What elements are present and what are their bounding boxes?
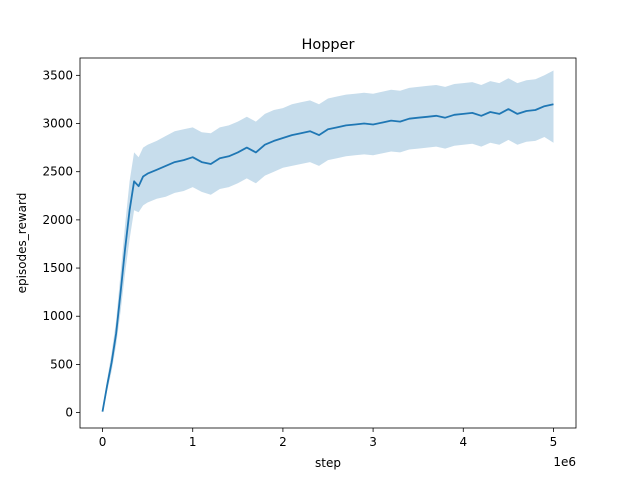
chart-title: Hopper [301, 37, 354, 53]
y-tick-label: 1500 [42, 261, 73, 275]
y-tick-label: 3000 [42, 117, 73, 131]
plot-area [101, 70, 554, 413]
x-tick-label: 3 [369, 435, 377, 449]
y-tick-label: 3500 [42, 68, 73, 82]
y-tick-label: 2000 [42, 213, 73, 227]
axes-frame [79, 57, 577, 429]
x-axis-ticks: 0 1 2 3 4 5 [99, 428, 558, 449]
x-tick-label: 2 [279, 435, 287, 449]
y-tick-label: 2500 [42, 165, 73, 179]
confidence-band [102, 70, 554, 413]
y-tick-label: 500 [50, 357, 73, 371]
y-axis-label: episodes_reward [15, 193, 29, 294]
y-tick-label: 0 [65, 406, 73, 420]
x-tick-label: 1 [189, 435, 197, 449]
x-tick-label: 5 [550, 435, 558, 449]
reward-series-line [101, 103, 554, 412]
x-tick-label: 0 [99, 435, 107, 449]
x-tick-label: 4 [459, 435, 467, 449]
x-axis-label: step [315, 456, 341, 470]
y-tick-label: 1000 [42, 309, 73, 323]
x-offset-label: 1e6 [553, 455, 576, 469]
y-axis-ticks: 0 500 1000 1500 2000 2500 3000 3500 [42, 68, 80, 420]
